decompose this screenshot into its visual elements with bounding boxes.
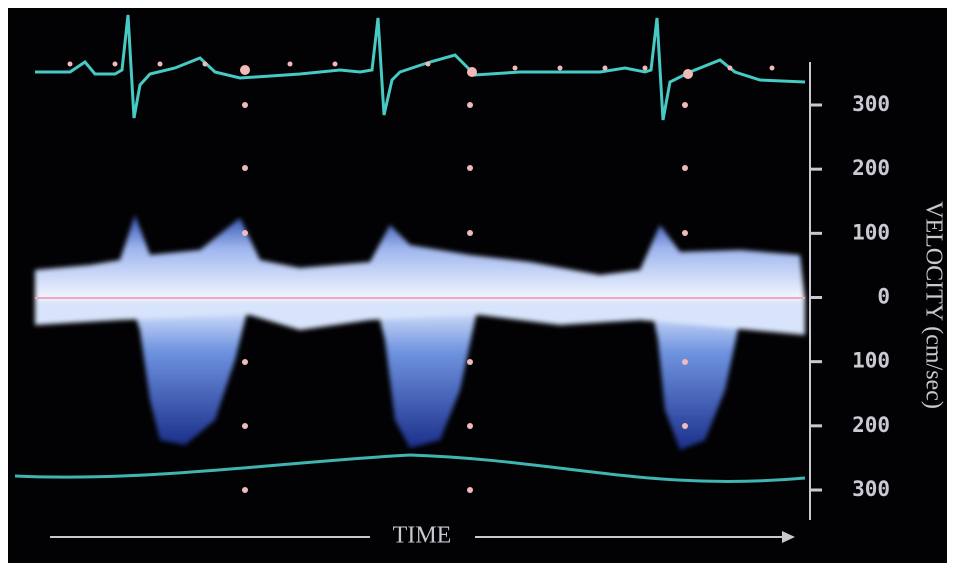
respiration-trace bbox=[14, 453, 806, 483]
tick-label: 300 bbox=[852, 92, 890, 116]
tick-label: 200 bbox=[852, 413, 890, 437]
tick-label: 100 bbox=[852, 220, 890, 244]
tick-label: 300 bbox=[852, 477, 890, 501]
tick-label: 200 bbox=[852, 156, 890, 180]
tick-label: 0 bbox=[877, 285, 890, 309]
ecg-trace bbox=[35, 14, 806, 121]
time-arrowhead bbox=[782, 531, 795, 543]
spectral-waveform bbox=[35, 215, 805, 450]
marker-dots bbox=[67, 61, 775, 493]
tick-label: 100 bbox=[852, 349, 890, 373]
time-axis-title: TIME bbox=[393, 523, 452, 549]
velocity-axis-title: VELOCITY (cm/sec) bbox=[920, 201, 946, 409]
velocity-ticks: 300 200 100 0 100 200 300 bbox=[810, 92, 890, 501]
